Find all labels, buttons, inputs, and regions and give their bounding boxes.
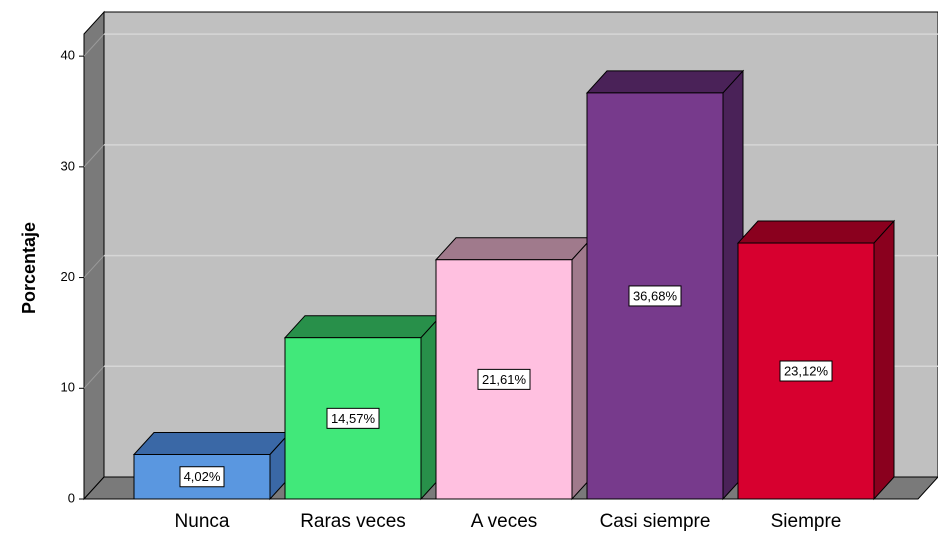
value-label-box	[326, 407, 380, 429]
value-label: 4,02%	[184, 469, 221, 484]
grid-line	[83, 365, 105, 389]
bar-top	[434, 237, 594, 261]
value-label-box	[477, 368, 531, 390]
bar-top	[585, 70, 745, 94]
x-tick-label: Casi siempre	[600, 511, 711, 532]
y-tick-label: 20	[61, 269, 75, 284]
grid-line	[83, 33, 105, 57]
left-wall	[83, 10, 105, 501]
value-label: 23,12%	[784, 363, 829, 378]
value-label-box	[628, 285, 682, 307]
x-tick-label: Raras veces	[300, 511, 406, 532]
bar-group: 14,57%	[283, 314, 443, 501]
y-axis-label: Porcentaje	[19, 222, 39, 314]
bar-group: 4,02%	[132, 431, 292, 501]
value-label: 14,57%	[331, 411, 376, 426]
bar-group: 36,68%	[585, 69, 745, 501]
y-tick-label: 10	[61, 380, 75, 395]
bar-top	[283, 315, 443, 339]
y-tick-label: 40	[61, 48, 75, 63]
x-tick-label: Siempre	[771, 511, 842, 532]
value-label-box	[779, 360, 833, 382]
bar-group: 21,61%	[434, 236, 594, 501]
bar-side	[873, 219, 895, 501]
value-label: 36,68%	[633, 288, 678, 303]
y-tick-label: 0	[68, 490, 75, 505]
bar-top	[132, 431, 292, 455]
y-tick-label: 30	[61, 158, 75, 173]
value-label: 21,61%	[482, 372, 527, 387]
value-label-box	[179, 466, 225, 488]
x-tick-label: Nunca	[175, 511, 230, 532]
bar-group: 23,12%	[736, 219, 896, 501]
grid-line	[83, 144, 105, 168]
bar-top	[736, 220, 896, 244]
grid-line	[83, 255, 105, 278]
x-tick-label: A veces	[471, 511, 538, 532]
